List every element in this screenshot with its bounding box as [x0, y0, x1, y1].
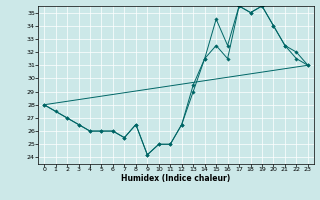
X-axis label: Humidex (Indice chaleur): Humidex (Indice chaleur) [121, 174, 231, 183]
